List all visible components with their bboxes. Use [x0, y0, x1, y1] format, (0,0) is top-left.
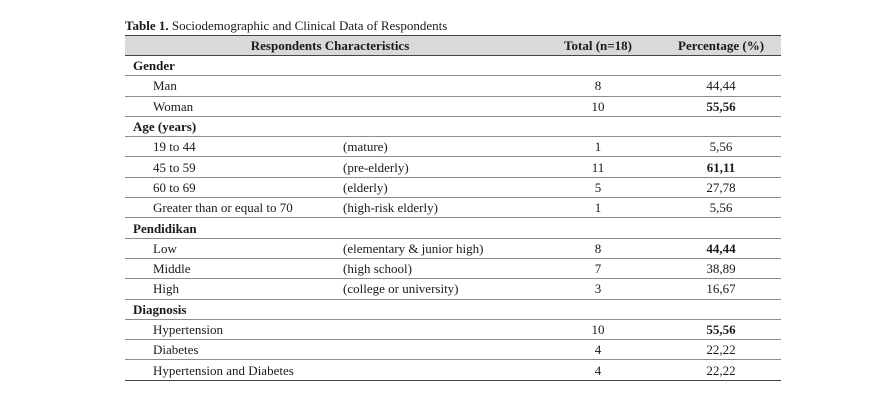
table-row: Greater than or equal to 70 (high-risk el… [125, 197, 782, 219]
row-note: (high school) [343, 258, 536, 280]
row-note [343, 339, 536, 361]
table-row: 19 to 44 (mature) 1 5,56 [125, 136, 782, 158]
table-row: Man 8 44,44 [125, 75, 782, 97]
row-percentage: 55,56 [661, 319, 782, 341]
row-percentage: 22,22 [661, 359, 782, 381]
row-total: 4 [535, 339, 662, 361]
respondents-table: Respondents Characteristics Total (n=18)… [125, 35, 782, 381]
row-label: Low [125, 238, 343, 259]
table-row: 60 to 69 (elderly) 5 27,78 [125, 177, 782, 199]
row-percentage: 38,89 [661, 258, 782, 280]
row-note [343, 359, 536, 381]
row-percentage: 5,56 [661, 136, 782, 158]
row-percentage: 44,44 [661, 238, 782, 259]
header-row: Respondents Characteristics Total (n=18)… [125, 35, 782, 56]
row-percentage: 55,56 [661, 96, 782, 117]
row-total: 5 [535, 177, 662, 199]
row-label: Diabetes [125, 339, 343, 361]
table-row: Woman 10 55,56 [125, 96, 782, 117]
row-note [343, 75, 536, 97]
row-total: 8 [535, 75, 662, 97]
row-note: (college or university) [343, 278, 536, 300]
table-row: Diabetes 4 22,22 [125, 339, 782, 361]
section-row: Gender [125, 55, 782, 77]
row-label: 19 to 44 [125, 136, 343, 158]
row-total: 7 [535, 258, 662, 280]
row-total: 11 [535, 156, 662, 178]
table-container: Table 1. Sociodemographic and Clinical D… [125, 18, 782, 381]
row-percentage: 44,44 [661, 75, 782, 97]
row-total: 10 [535, 319, 662, 341]
row-note: (elementary & junior high) [343, 238, 536, 259]
table-row: Middle (high school) 7 38,89 [125, 258, 782, 280]
section-title: Gender [125, 55, 782, 77]
row-total: 10 [535, 96, 662, 117]
row-label: Greater than or equal to 70 [125, 197, 343, 219]
table-row: Hypertension and Diabetes 4 22,22 [125, 359, 782, 381]
header-total: Total (n=18) [535, 35, 662, 56]
table-row: High (college or university) 3 16,67 [125, 278, 782, 300]
table-row: 45 to 59 (pre-elderly) 11 61,11 [125, 156, 782, 178]
row-label: Middle [125, 258, 343, 280]
section-row: Age (years) [125, 116, 782, 138]
row-percentage: 27,78 [661, 177, 782, 199]
row-note: (high-risk elderly) [343, 197, 536, 219]
row-percentage: 22,22 [661, 339, 782, 361]
row-label: Woman [125, 96, 343, 117]
section-title: Age (years) [125, 116, 782, 138]
row-total: 8 [535, 238, 662, 259]
header-characteristics: Respondents Characteristics [125, 35, 536, 56]
row-percentage: 5,56 [661, 197, 782, 219]
row-note [343, 319, 536, 341]
row-total: 3 [535, 278, 662, 300]
table-caption: Table 1. Sociodemographic and Clinical D… [125, 18, 781, 35]
caption-label: Table 1. [125, 18, 169, 33]
row-label: 45 to 59 [125, 156, 343, 178]
section-title: Pendidikan [125, 217, 782, 239]
table-body: Gender Man 8 44,44 Woman 10 55,56 Age (years) 19… [125, 55, 782, 381]
section-row: Diagnosis [125, 299, 782, 320]
row-percentage: 61,11 [661, 156, 782, 178]
row-total: 1 [535, 197, 662, 219]
row-note: (pre-elderly) [343, 156, 536, 178]
row-note [343, 96, 536, 117]
row-label: Hypertension [125, 319, 343, 341]
row-percentage: 16,67 [661, 278, 782, 300]
row-label: Hypertension and Diabetes [125, 359, 343, 381]
section-title: Diagnosis [125, 299, 782, 320]
row-label: 60 to 69 [125, 177, 343, 199]
row-label: Man [125, 75, 343, 97]
row-note: (elderly) [343, 177, 536, 199]
caption-text: Sociodemographic and Clinical Data of Re… [168, 18, 448, 33]
row-total: 1 [535, 136, 662, 158]
table-row: Low (elementary & junior high) 8 44,44 [125, 238, 782, 259]
row-note: (mature) [343, 136, 536, 158]
section-row: Pendidikan [125, 217, 782, 239]
header-percentage: Percentage (%) [661, 35, 782, 56]
table-row: Hypertension 10 55,56 [125, 319, 782, 341]
row-label: High [125, 278, 343, 300]
row-total: 4 [535, 359, 662, 381]
